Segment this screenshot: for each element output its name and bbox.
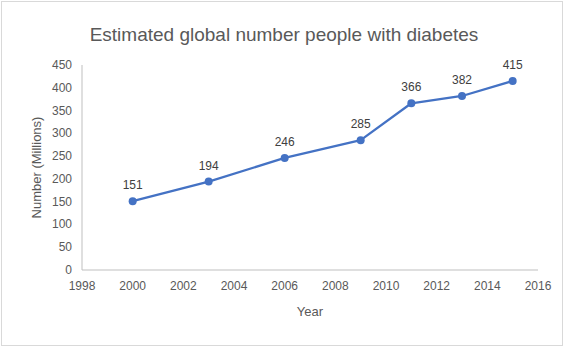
data-point (205, 178, 213, 186)
x-tick-label: 2016 (525, 279, 552, 293)
y-axis-line (82, 65, 83, 270)
y-tick-label: 50 (59, 240, 73, 254)
y-tick-label: 0 (65, 263, 72, 277)
x-tick-label: 2014 (474, 279, 501, 293)
data-line (133, 81, 513, 201)
data-label: 382 (452, 73, 472, 87)
x-tick-label: 2008 (322, 279, 349, 293)
data-label: 366 (401, 80, 421, 94)
data-point (509, 77, 517, 85)
data-label: 285 (351, 117, 371, 131)
data-point (129, 197, 137, 205)
y-tick-label: 300 (52, 126, 72, 140)
data-label: 415 (503, 58, 523, 72)
data-point (281, 154, 289, 162)
x-tick-label: 2004 (221, 279, 248, 293)
chart-border (2, 2, 563, 346)
y-tick-label: 150 (52, 195, 72, 209)
x-axis-title: Year (297, 304, 324, 319)
y-tick-label: 400 (52, 81, 72, 95)
title: Estimated global number people with diab… (90, 24, 479, 45)
x-tick-label: 2002 (170, 279, 197, 293)
y-tick-label: 100 (52, 217, 72, 231)
data-label: 151 (123, 178, 143, 192)
data-label: 194 (199, 159, 219, 173)
data-label: 246 (275, 135, 295, 149)
x-tick-label: 1998 (69, 279, 96, 293)
data-point (407, 99, 415, 107)
x-tick-label: 2010 (373, 279, 400, 293)
y-tick-label: 450 (52, 58, 72, 72)
y-tick-label: 350 (52, 104, 72, 118)
x-tick-label: 2000 (119, 279, 146, 293)
plot-area (129, 77, 517, 205)
data-point (458, 92, 466, 100)
y-tick-label: 250 (52, 149, 72, 163)
x-tick-label: 2006 (271, 279, 298, 293)
y-tick-label: 200 (52, 172, 72, 186)
data-point (357, 136, 365, 144)
x-axis-line (82, 270, 538, 271)
chart: Estimated global number people with diab… (0, 0, 564, 347)
y-axis-title: Number (Millions) (29, 117, 44, 219)
x-tick-label: 2012 (423, 279, 450, 293)
